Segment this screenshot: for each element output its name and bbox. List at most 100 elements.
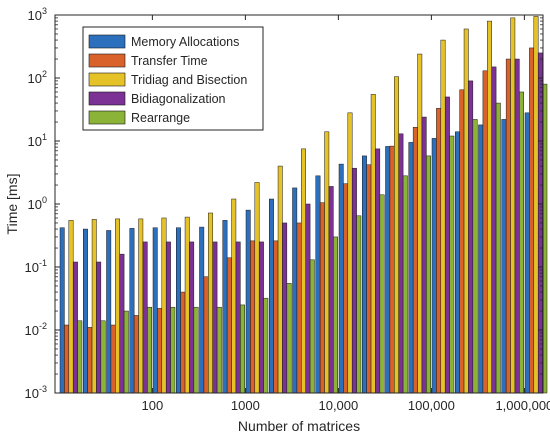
bar	[319, 202, 325, 394]
x-tick-label: 10,000	[318, 398, 358, 413]
bar	[64, 324, 70, 394]
bar	[468, 80, 474, 394]
bar	[389, 145, 395, 394]
bar	[385, 146, 391, 394]
bar	[199, 226, 205, 394]
legend-label: Transfer Time	[131, 54, 208, 68]
bar	[379, 194, 385, 394]
bar	[91, 219, 97, 394]
bar	[208, 212, 213, 394]
bar	[421, 116, 427, 394]
axes-layer: 10-3 10-2 10-1 100 101 102 103 100 1000 10,000 100…	[25, 6, 550, 413]
y-tick-label: 100	[28, 195, 47, 212]
bar	[478, 124, 484, 394]
bar	[226, 257, 232, 394]
bar	[147, 306, 153, 394]
bar	[180, 291, 186, 394]
bar	[356, 215, 362, 394]
x-tick-label: 100	[142, 398, 164, 413]
bar	[315, 175, 321, 394]
bar	[301, 148, 306, 394]
bar	[235, 241, 241, 394]
bar	[338, 163, 344, 394]
bar	[351, 167, 357, 394]
bar	[394, 76, 399, 394]
bar	[333, 236, 339, 394]
bar	[501, 119, 507, 394]
bar	[258, 241, 264, 394]
bar	[123, 310, 129, 394]
bar	[309, 259, 315, 394]
bar	[203, 276, 209, 394]
y-tick-label: 10-1	[25, 258, 47, 275]
bar	[495, 102, 501, 394]
bar	[431, 138, 437, 394]
legend: Memory Allocations Transfer Time Tridiag a…	[82, 26, 264, 131]
bar	[402, 175, 408, 394]
bar	[324, 131, 330, 394]
bar	[426, 155, 432, 394]
bar	[165, 241, 171, 394]
bar	[472, 119, 478, 394]
bar	[375, 148, 381, 394]
bar	[193, 306, 199, 394]
legend-label: Tridiag and Bisection	[131, 73, 247, 87]
bar	[455, 131, 460, 394]
bar	[115, 218, 120, 394]
bar	[533, 16, 539, 394]
bar	[463, 28, 469, 394]
bar	[157, 308, 163, 394]
bar	[96, 261, 102, 394]
x-tick-label: 1,000,000	[495, 398, 550, 413]
bar	[286, 283, 292, 394]
bar	[59, 227, 65, 394]
bar	[459, 89, 465, 394]
bar	[398, 133, 404, 394]
bar	[514, 58, 520, 394]
bar	[510, 17, 516, 394]
bar	[106, 230, 112, 394]
bar	[370, 94, 376, 394]
bar	[269, 198, 274, 394]
bar	[529, 47, 535, 394]
bar	[68, 220, 74, 394]
bar	[119, 253, 125, 394]
bar	[222, 220, 228, 394]
bar	[417, 53, 423, 394]
bar	[142, 241, 148, 394]
bar	[83, 228, 88, 394]
legend-label: Rearrange	[131, 111, 190, 125]
bar	[138, 218, 144, 394]
bar	[72, 261, 78, 394]
legend-swatch	[88, 34, 126, 49]
bar	[519, 91, 524, 394]
legend-swatch	[88, 72, 126, 87]
bar	[366, 164, 372, 394]
y-tick-label: 10-2	[25, 321, 47, 338]
bar	[436, 108, 442, 394]
bar	[440, 39, 446, 394]
bar	[245, 209, 251, 394]
bar	[133, 315, 139, 394]
y-tick-label: 101	[28, 132, 47, 149]
bar	[449, 135, 455, 394]
bar	[170, 306, 176, 394]
y-tick-label: 10-3	[25, 384, 47, 401]
bar	[343, 183, 349, 394]
bar	[277, 165, 283, 394]
bar	[482, 70, 488, 394]
bar	[412, 127, 418, 394]
bar	[189, 241, 195, 394]
x-axis-label: Number of matrices	[238, 418, 360, 434]
bar	[273, 240, 279, 394]
bar	[87, 327, 93, 394]
legend-label: Memory Allocations	[131, 35, 239, 49]
bar	[491, 66, 497, 394]
y-tick-label: 103	[28, 6, 47, 23]
bar	[240, 304, 246, 394]
bar	[296, 222, 302, 394]
bar	[110, 324, 116, 394]
legend-swatch	[88, 91, 126, 106]
x-tick-label: 1000	[231, 398, 260, 413]
